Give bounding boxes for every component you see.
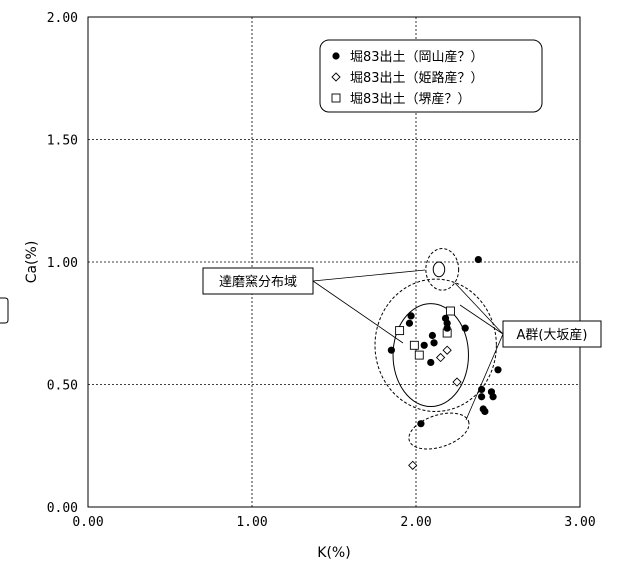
leader-line-0 [312,269,426,282]
x-tick-label: 1.00 [236,515,267,530]
region-ellipse-1 [432,261,446,278]
clipped-edge-box [0,297,9,324]
data-point-s0-5 [427,358,435,367]
data-point-s0-18 [489,393,497,401]
plot-frame [87,16,581,508]
data-point-s0-4 [420,341,428,349]
annotation-a-group-label: A群(大坂産) [516,327,587,343]
data-point-s2-2 [414,350,424,360]
data-point-s2-4 [445,306,455,316]
annotation-darumagama-label: 達磨窯分布域 [219,275,297,290]
y-axis-label: Ca(%) [24,241,40,284]
data-point-s0-16 [481,407,489,416]
data-point-s1-0 [408,460,418,470]
region-ellipse-3 [425,248,460,291]
data-point-s1-3 [452,377,462,387]
data-point-s0-12 [474,255,482,264]
data-point-s0-19 [494,366,502,374]
x-axis-label: K(%) [317,545,350,561]
legend: 堀83出土（岡山産？） 堀83出土（姫路産？） 堀83出土（堺産？） [319,39,543,113]
x-tick-label: 3.00 [564,515,595,530]
x-tick-labels: 0.00 1.00 2.00 3.00 [72,515,595,530]
y-tick-label: 0.00 [47,501,78,516]
data-point-s0-6 [428,331,436,340]
y-tick-labels: 0.00 0.50 1.00 1.50 2.00 [47,11,78,516]
legend-label-2: 堀83出土（堺産？） [350,91,471,107]
x-tick-label: 0.00 [72,515,103,530]
region-ellipse-4 [408,412,470,450]
legend-marker-2 [331,93,341,103]
data-point-s0-10 [443,324,451,332]
leader-line-3 [459,304,504,335]
region-ellipse-0 [392,303,469,408]
x-tick-label: 2.00 [400,515,431,530]
data-point-s1-1 [435,352,446,363]
legend-marker-0 [332,52,340,60]
data-point-s0-14 [478,393,486,401]
legend-label-1: 堀83出土（姫路産？） [350,70,484,86]
data-point-s0-13 [478,385,486,393]
data-point-s0-0 [387,346,395,354]
region-ellipse-2 [374,278,497,412]
leader-line-4 [465,333,504,421]
annotation-darumagama: 達磨窯分布域 [202,267,314,295]
leader-line-2 [454,282,504,335]
data-points [387,255,502,470]
legend-marker-1 [331,72,341,82]
annotation-leader-lines [312,269,504,421]
data-point-s0-7 [430,339,438,347]
data-point-s2-0 [395,326,405,336]
legend-label-0: 堀83出土（岡山産？） [350,49,484,65]
y-tick-label: 1.00 [47,256,78,271]
data-point-s0-3 [417,420,425,428]
data-point-s0-2 [407,312,415,320]
y-tick-label: 0.50 [47,379,78,394]
data-point-s1-2 [442,345,452,355]
data-point-s0-1 [405,319,414,327]
leader-line-1 [312,280,404,344]
region-ellipses [374,248,497,450]
annotation-a-group: A群(大坂産) [502,320,602,348]
data-point-s0-11 [461,324,469,332]
data-point-s2-1 [409,340,419,350]
y-tick-label: 2.00 [47,11,78,26]
y-tick-label: 1.50 [47,134,78,149]
legend-box [319,39,543,113]
